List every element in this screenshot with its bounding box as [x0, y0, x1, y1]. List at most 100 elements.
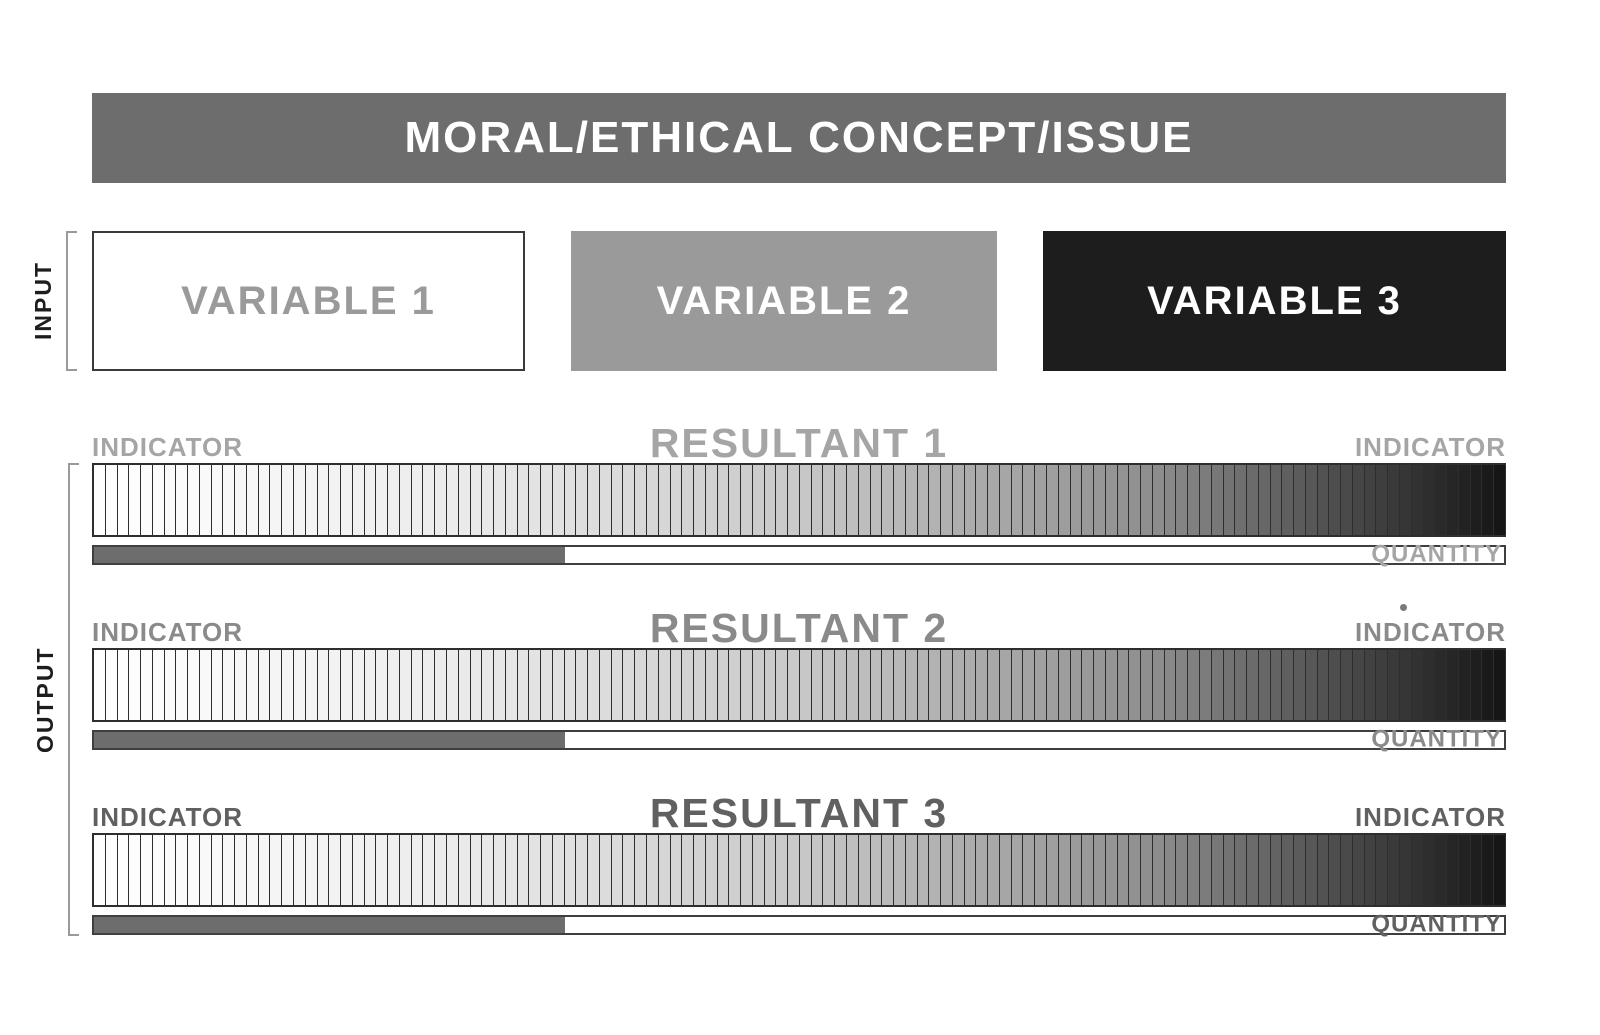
- gradient-segment: [94, 835, 105, 905]
- gradient-segment: [282, 465, 294, 535]
- gradient-segment: [788, 835, 799, 905]
- gradient-segment: [1482, 835, 1494, 905]
- variable-1-label: VARIABLE 1: [181, 278, 436, 323]
- gradient-segment: [399, 835, 411, 905]
- resultant-2-title: RESULTANT 2: [649, 605, 949, 651]
- gradient-segment: [164, 835, 176, 905]
- gradient-segment: [1341, 835, 1352, 905]
- gradient-segment: [717, 465, 729, 535]
- gradient-segment: [423, 465, 435, 535]
- gradient-segment: [1317, 835, 1329, 905]
- gradient-segment: [494, 650, 505, 720]
- gradient-segment: [129, 465, 141, 535]
- gradient-segment: [576, 465, 588, 535]
- gradient-segment: [541, 650, 552, 720]
- gradient-segment: [788, 465, 799, 535]
- gradient-segment: [1435, 835, 1447, 905]
- gradient-segment: [294, 650, 305, 720]
- gradient-segment: [152, 835, 164, 905]
- gradient-segment: [1035, 465, 1047, 535]
- gradient-segment: [599, 835, 611, 905]
- gradient-segment: [294, 465, 305, 535]
- gradient-segment: [270, 650, 282, 720]
- gradient-segment: [1176, 650, 1188, 720]
- gradient-segment: [1352, 650, 1364, 720]
- gradient-segment: [623, 465, 635, 535]
- gradient-segment: [1258, 650, 1270, 720]
- gradient-segment: [1305, 835, 1317, 905]
- gradient-segment: [1282, 835, 1294, 905]
- gradient-segment: [646, 835, 658, 905]
- gradient-segment: [1329, 650, 1341, 720]
- gradient-segment: [1411, 650, 1423, 720]
- gradient-segment: [258, 465, 270, 535]
- gradient-segment: [858, 835, 870, 905]
- gradient-segment: [1047, 650, 1058, 720]
- gradient-segment: [529, 650, 541, 720]
- resultant-1-title: RESULTANT 1: [649, 420, 949, 466]
- gradient-segment: [1282, 465, 1294, 535]
- gradient-segment: [376, 465, 388, 535]
- gradient-segment: [976, 650, 988, 720]
- gradient-segment: [752, 465, 764, 535]
- gradient-segment: [1282, 650, 1294, 720]
- variable-3-label: VARIABLE 3: [1147, 278, 1402, 323]
- gradient-segment: [1247, 650, 1258, 720]
- gradient-segment: [799, 465, 811, 535]
- gradient-segment: [282, 650, 294, 720]
- resultant-3-quantity-fill: [94, 917, 565, 933]
- gradient-segment: [1270, 650, 1282, 720]
- gradient-segment: [882, 835, 894, 905]
- gradient-segment: [423, 650, 435, 720]
- gradient-segment: [894, 465, 905, 535]
- gradient-segment: [282, 835, 294, 905]
- gradient-segment: [246, 835, 258, 905]
- gradient-segment: [1235, 835, 1247, 905]
- gradient-segment: [799, 650, 811, 720]
- gradient-segment: [1235, 650, 1247, 720]
- gradient-segment: [388, 650, 399, 720]
- gradient-segment: [529, 465, 541, 535]
- gradient-segment: [141, 650, 152, 720]
- gradient-segment: [1223, 650, 1235, 720]
- gradient-segment: [1047, 465, 1058, 535]
- gradient-segment: [235, 465, 246, 535]
- gradient-segment: [458, 835, 470, 905]
- gradient-segment: [905, 650, 917, 720]
- gradient-segment: [1047, 835, 1058, 905]
- gradient-segment: [752, 835, 764, 905]
- gradient-segment: [646, 465, 658, 535]
- gradient-segment: [1364, 650, 1376, 720]
- gradient-segment: [152, 465, 164, 535]
- gradient-segment: [870, 835, 882, 905]
- gradient-segment: [705, 650, 717, 720]
- gradient-segment: [1058, 835, 1070, 905]
- resultant-2-left-indicator-label: INDICATOR: [92, 617, 244, 647]
- gradient-segment: [658, 835, 670, 905]
- gradient-segment: [999, 465, 1011, 535]
- gradient-segment: [823, 465, 835, 535]
- gradient-segment: [458, 465, 470, 535]
- gradient-segment: [1070, 835, 1082, 905]
- gradient-segment: [635, 835, 646, 905]
- gradient-segment: [1364, 465, 1376, 535]
- gradient-segment: [976, 465, 988, 535]
- gradient-segment: [564, 465, 576, 535]
- variable-1-box: VARIABLE 1: [92, 231, 525, 371]
- gradient-segment: [199, 465, 211, 535]
- gradient-segment: [764, 650, 776, 720]
- gradient-segment: [411, 650, 423, 720]
- gradient-segment: [588, 650, 599, 720]
- gradient-segment: [1294, 465, 1305, 535]
- gradient-segment: [976, 835, 988, 905]
- gradient-segment: [223, 465, 235, 535]
- gradient-segment: [1105, 835, 1117, 905]
- gradient-segment: [788, 650, 799, 720]
- gradient-segment: [199, 650, 211, 720]
- gradient-segment: [1317, 650, 1329, 720]
- gradient-segment: [1364, 835, 1376, 905]
- gradient-segment: [1270, 465, 1282, 535]
- gradient-segment: [1094, 650, 1105, 720]
- gradient-segment: [294, 835, 305, 905]
- gradient-segment: [917, 465, 929, 535]
